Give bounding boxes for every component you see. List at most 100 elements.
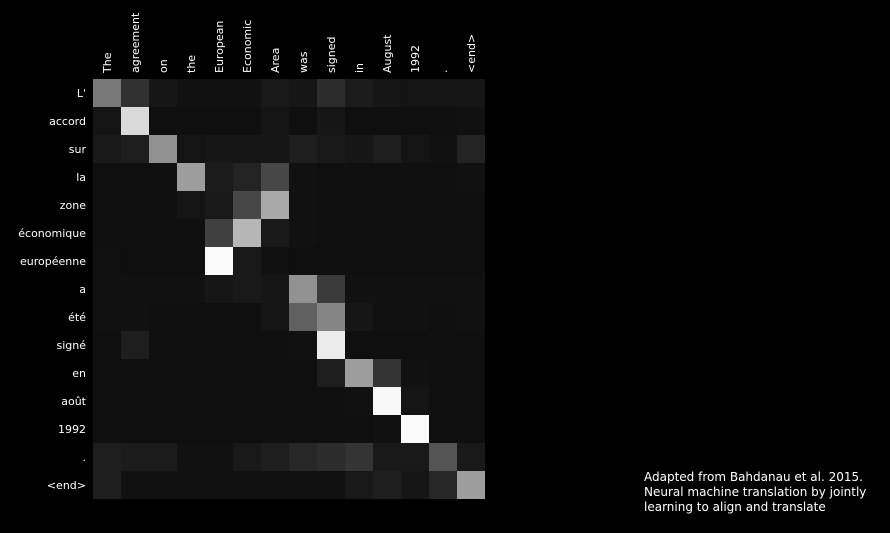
heatmap-cell [289,275,317,303]
heatmap-cell [205,191,233,219]
heatmap-cell [205,303,233,331]
heatmap-cell [457,387,485,415]
heatmap-cell [149,331,177,359]
heatmap-cell [93,247,121,275]
heatmap-cell [373,331,401,359]
heatmap-cell [121,443,149,471]
heatmap-cell [401,191,429,219]
citation: Adapted from Bahdanau et al. 2015. Neura… [644,470,890,515]
heatmap-cell [289,443,317,471]
y-tick-label: L' [77,87,86,100]
heatmap-cell [345,191,373,219]
heatmap-cell [149,247,177,275]
heatmap-cell [261,443,289,471]
heatmap-cell [373,471,401,499]
heatmap-cell [289,387,317,415]
heatmap-cell [289,331,317,359]
heatmap-cell [233,471,261,499]
heatmap-cell [429,107,457,135]
heatmap-cell [401,471,429,499]
heatmap-cell [429,331,457,359]
heatmap-cell [289,303,317,331]
heatmap-cell [121,191,149,219]
heatmap-cell [429,135,457,163]
heatmap-cell [457,415,485,443]
heatmap-cell [289,415,317,443]
heatmap-cell [149,359,177,387]
heatmap-cell [345,303,373,331]
heatmap-cell [261,415,289,443]
heatmap-cell [317,163,345,191]
heatmap-cell [233,191,261,219]
heatmap-cell [205,359,233,387]
heatmap-cell [289,471,317,499]
y-tick-label: la [76,171,86,184]
citation-line-2: Neural machine translation by jointly [644,485,867,499]
heatmap-cell [317,219,345,247]
x-tick-label: in [353,63,366,73]
y-tick-label: zone [60,199,86,212]
heatmap-cell [177,275,205,303]
heatmap-cell [345,163,373,191]
heatmap-cell [373,79,401,107]
heatmap-cell [149,135,177,163]
heatmap-cell [345,415,373,443]
heatmap-cell [345,471,373,499]
heatmap-cell [177,135,205,163]
heatmap-cell [149,303,177,331]
heatmap-cell [457,135,485,163]
heatmap-cell [121,107,149,135]
heatmap-cell [457,303,485,331]
heatmap-cell [93,387,121,415]
heatmap-cell [261,135,289,163]
heatmap-cell [93,275,121,303]
heatmap-cell [317,443,345,471]
x-tick-label: <end> [465,34,478,73]
heatmap-cell [317,415,345,443]
heatmap-cell [373,275,401,303]
heatmap-cell [233,135,261,163]
heatmap-cell [233,219,261,247]
heatmap-cell [205,163,233,191]
heatmap-cell [233,247,261,275]
heatmap-cell [205,331,233,359]
heatmap-cell [289,163,317,191]
heatmap-cell [261,219,289,247]
heatmap-cell [373,191,401,219]
y-tick-label: <end> [47,479,86,492]
citation-line-3: learning to align and translate [644,500,826,514]
heatmap-cell [401,387,429,415]
heatmap-cell [233,331,261,359]
heatmap-cell [93,415,121,443]
heatmap-cell [261,303,289,331]
heatmap-cell [429,275,457,303]
y-tick-label: économique [18,227,86,240]
heatmap-cell [401,443,429,471]
heatmap-cell [177,303,205,331]
heatmap-cell [121,163,149,191]
heatmap-cells [93,79,485,499]
citation-line-1: Adapted from Bahdanau et al. 2015. [644,470,863,484]
heatmap-cell [93,471,121,499]
heatmap-cell [429,79,457,107]
x-tick-label: agreement [129,12,142,73]
heatmap-cell [429,443,457,471]
heatmap-cell [149,191,177,219]
heatmap-cell [401,163,429,191]
heatmap-cell [401,331,429,359]
heatmap-cell [93,219,121,247]
y-tick-label: 1992 [58,423,86,436]
heatmap-cell [401,107,429,135]
heatmap-cell [401,359,429,387]
heatmap-cell [373,247,401,275]
heatmap-cell [317,331,345,359]
heatmap-cell [401,79,429,107]
heatmap-cell [317,359,345,387]
x-tick-label: the [185,55,198,73]
heatmap-cell [457,471,485,499]
heatmap-cell [233,107,261,135]
heatmap-cell [457,275,485,303]
x-tick-label: signed [325,37,338,74]
heatmap-cell [429,359,457,387]
